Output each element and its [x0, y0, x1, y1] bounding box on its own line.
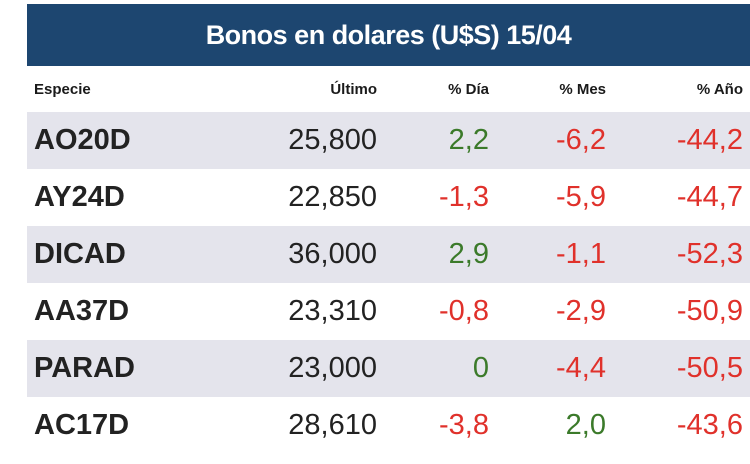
- cell-mes: 2,0: [565, 409, 606, 441]
- bonds-table: Bonos en dolares (U$S) 15/04 Especie Últ…: [27, 4, 750, 454]
- cell-especie: AA37D: [34, 295, 130, 327]
- cell-ultimo: 28,610: [288, 409, 377, 441]
- cell-anio: -50,9: [676, 295, 743, 327]
- cell-anio: -44,7: [676, 181, 743, 213]
- column-header-dia: % Día: [448, 80, 489, 98]
- cell-especie: AO20D: [34, 124, 131, 156]
- cell-anio: -44,2: [676, 124, 743, 156]
- column-header-ultimo: Último: [330, 80, 377, 98]
- column-header-especie: Especie: [34, 80, 91, 98]
- cell-mes: -5,9: [556, 181, 606, 213]
- cell-dia: -1,3: [439, 181, 489, 213]
- cell-dia: 2,2: [448, 124, 489, 156]
- column-header-mes: % Mes: [559, 80, 606, 98]
- cell-mes: -1,1: [556, 238, 606, 270]
- table-header: Especie Último % Día % Mes % Año: [27, 66, 750, 112]
- table-row: PARAD 23,000 0 -4,4 -50,5: [27, 340, 750, 397]
- cell-especie: PARAD: [34, 352, 135, 384]
- cell-ultimo: 36,000: [288, 238, 377, 270]
- table-row: AO20D 25,800 2,2 -6,2 -44,2: [27, 112, 750, 169]
- table-row: AA37D 23,310 -0,8 -2,9 -50,9: [27, 283, 750, 340]
- column-header-anio: % Año: [696, 80, 743, 98]
- table-row: AY24D 22,850 -1,3 -5,9 -44,7: [27, 169, 750, 226]
- cell-dia: -0,8: [439, 295, 489, 327]
- cell-anio: -43,6: [676, 409, 743, 441]
- cell-especie: AY24D: [34, 181, 125, 213]
- cell-ultimo: 25,800: [288, 124, 377, 156]
- cell-anio: -52,3: [676, 238, 743, 270]
- table-row: DICAD 36,000 2,9 -1,1 -52,3: [27, 226, 750, 283]
- cell-mes: -6,2: [556, 124, 606, 156]
- table-row: AC17D 28,610 -3,8 2,0 -43,6: [27, 397, 750, 454]
- cell-especie: DICAD: [34, 238, 126, 270]
- cell-anio: -50,5: [676, 352, 743, 384]
- cell-ultimo: 22,850: [288, 181, 377, 213]
- cell-dia: -3,8: [439, 409, 489, 441]
- table-title: Bonos en dolares (U$S) 15/04: [27, 4, 750, 66]
- cell-mes: -4,4: [556, 352, 606, 384]
- cell-ultimo: 23,310: [288, 295, 377, 327]
- cell-especie: AC17D: [34, 409, 130, 441]
- cell-dia: 0: [472, 352, 489, 384]
- cell-ultimo: 23,000: [288, 352, 377, 384]
- cell-mes: -2,9: [556, 295, 606, 327]
- cell-dia: 2,9: [448, 238, 489, 270]
